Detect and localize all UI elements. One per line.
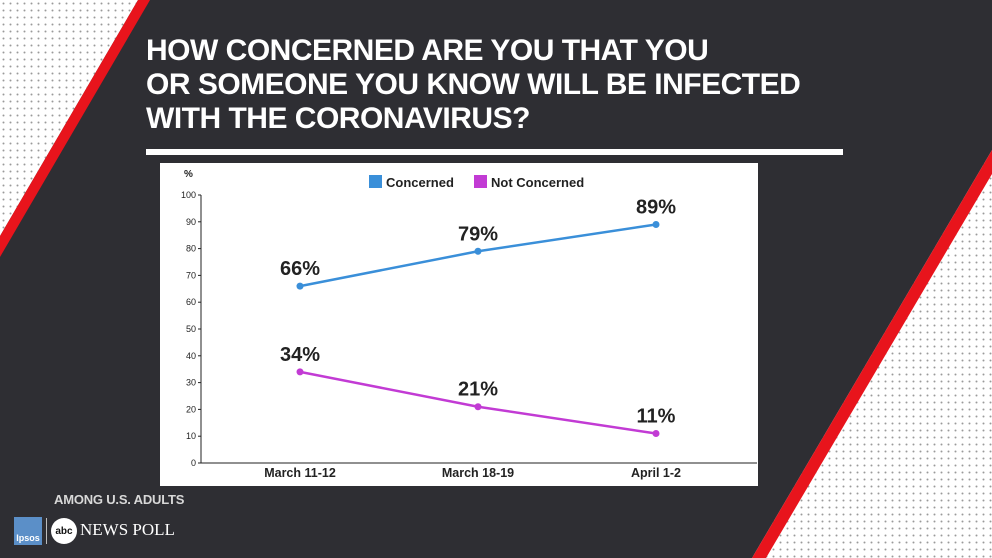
y-tick-label: 60 bbox=[186, 297, 196, 307]
x-tick-label: March 11-12 bbox=[264, 466, 336, 480]
x-axis: March 11-12 March 18-19 April 1-2 bbox=[201, 462, 757, 480]
data-point bbox=[296, 368, 304, 376]
title-underline bbox=[146, 149, 843, 155]
abc-logo: abc bbox=[51, 518, 77, 544]
logo-separator bbox=[46, 518, 47, 544]
legend-swatch bbox=[474, 175, 487, 188]
data-label: 11% bbox=[637, 406, 676, 428]
poll-label: NEWS POLL bbox=[80, 520, 175, 539]
red-stripe-left bbox=[0, 0, 150, 257]
y-tick-label: 30 bbox=[186, 378, 196, 388]
chart-title: HOW CONCERNED ARE YOU THAT YOU OR SOMEON… bbox=[146, 34, 866, 136]
y-tick-label: 0 bbox=[191, 458, 196, 468]
legend-swatch bbox=[369, 175, 382, 188]
footer-note: AMONG U.S. ADULTS bbox=[54, 492, 185, 507]
y-tick-label: 100 bbox=[181, 190, 196, 200]
y-tick-label: 10 bbox=[186, 431, 196, 441]
data-label: 66% bbox=[280, 258, 320, 280]
data-point bbox=[296, 282, 304, 290]
data-point bbox=[474, 403, 482, 411]
data-point bbox=[652, 430, 660, 438]
red-stripe-right bbox=[752, 150, 992, 558]
title-line-2: OR SOMEONE YOU KNOW WILL BE INFECTED bbox=[146, 68, 801, 101]
y-tick-label: 70 bbox=[186, 270, 196, 280]
title-line-1: HOW CONCERNED ARE YOU THAT YOU bbox=[146, 34, 709, 67]
y-tick-label: 50 bbox=[186, 324, 196, 334]
y-axis-label: % bbox=[184, 169, 193, 180]
data-label: 21% bbox=[458, 379, 498, 401]
data-point bbox=[474, 247, 482, 255]
data-point bbox=[652, 220, 660, 228]
series-group: 66% 79% 89% 34% 21% 11% bbox=[280, 196, 676, 438]
x-tick-label: April 1-2 bbox=[631, 466, 681, 480]
data-label: 34% bbox=[280, 344, 320, 366]
data-label: 89% bbox=[636, 196, 676, 218]
legend-label: Not Concerned bbox=[491, 175, 584, 190]
y-tick-label: 90 bbox=[186, 217, 196, 227]
y-tick-label: 80 bbox=[186, 244, 196, 254]
y-tick-label: 40 bbox=[186, 351, 196, 361]
y-axis: % 0 10 20 30 40 50 60 70 80 90 100 bbox=[181, 169, 202, 468]
title-line-3: WITH THE CORONAVIRUS? bbox=[146, 102, 530, 135]
data-label: 79% bbox=[458, 223, 498, 245]
legend: Concerned Not Concerned bbox=[369, 175, 584, 190]
x-tick-label: March 18-19 bbox=[442, 466, 514, 480]
y-tick-label: 20 bbox=[186, 404, 196, 414]
ipsos-logo: Ipsos bbox=[14, 517, 42, 545]
legend-label: Concerned bbox=[386, 175, 454, 190]
